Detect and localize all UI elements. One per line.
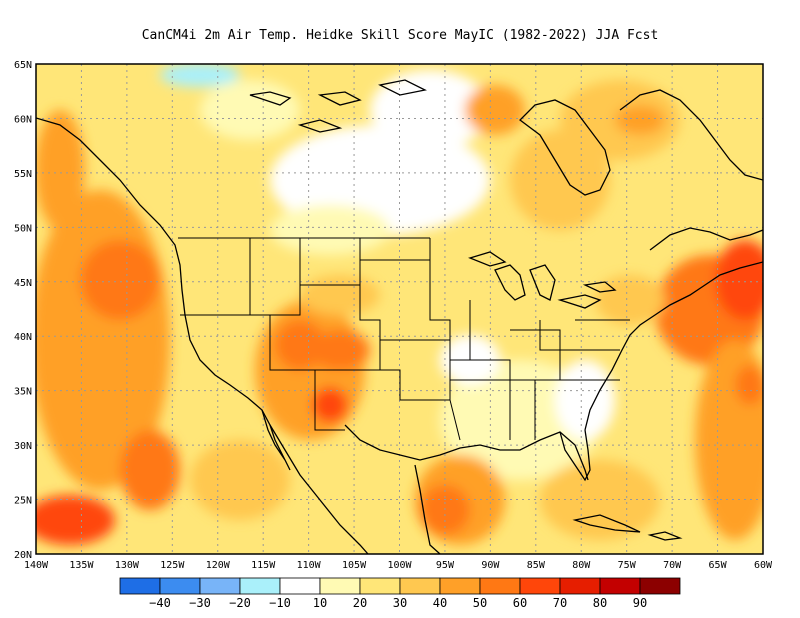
colorbar-swatch xyxy=(439,577,481,595)
latitude-tick-labels: 20N 25N 30N 35N 40N 45N 50N 55N 60N 65N xyxy=(14,60,32,561)
colorbar-label: 70 xyxy=(553,596,567,610)
lon-tick-label: 80W xyxy=(572,560,591,571)
lon-tick-label: 70W xyxy=(663,560,682,571)
longitude-tick-labels: 140W 135W 130W 125W 120W 115W 110W 105W 100W 95W 9… xyxy=(24,560,773,571)
colorbar-label: −30 xyxy=(189,596,211,610)
lon-tick-label: 105W xyxy=(342,560,367,571)
colorbar-swatch xyxy=(479,577,521,595)
lat-tick-label: 25N xyxy=(14,496,32,507)
colorbar-swatch xyxy=(639,577,681,595)
lon-tick-label: 115W xyxy=(251,560,276,571)
colorbar-label: −40 xyxy=(149,596,171,610)
lat-tick-label: 50N xyxy=(14,223,32,234)
colorbar-swatch xyxy=(319,577,361,595)
lat-tick-label: 30N xyxy=(14,441,32,452)
colorbar-label: 10 xyxy=(313,596,327,610)
colorbar-swatch xyxy=(599,577,641,595)
lon-tick-label: 85W xyxy=(527,560,546,571)
lon-tick-label: 120W xyxy=(206,560,231,571)
lon-tick-label: 130W xyxy=(115,560,140,571)
colorbar-label: −20 xyxy=(229,596,251,610)
colorbar-label: 50 xyxy=(473,596,487,610)
colorbar-swatch xyxy=(359,577,401,595)
colorbar: −40 −30 −20 −10 10 20 30 40 50 60 70 80 90 xyxy=(119,577,681,610)
colorbar-swatch xyxy=(519,577,561,595)
colorbar-swatch xyxy=(239,577,281,595)
lon-tick-label: 75W xyxy=(618,560,637,571)
lon-tick-label: 110W xyxy=(297,560,322,571)
colorbar-label: 30 xyxy=(393,596,407,610)
lon-tick-label: 125W xyxy=(160,560,185,571)
lon-tick-label: 90W xyxy=(481,560,500,571)
colorbar-swatch xyxy=(159,577,201,595)
colorbar-swatch xyxy=(559,577,601,595)
coastlines xyxy=(36,79,763,554)
lon-tick-label: 100W xyxy=(387,560,412,571)
lon-tick-label: 95W xyxy=(436,560,455,571)
colorbar-label: 40 xyxy=(433,596,447,610)
lat-tick-label: 20N xyxy=(14,550,32,561)
colorbar-label: 20 xyxy=(353,596,367,610)
colorbar-label: 90 xyxy=(633,596,647,610)
state-borders xyxy=(178,237,630,441)
graticule xyxy=(36,64,763,554)
colorbar-swatch xyxy=(119,577,161,595)
colorbar-swatch xyxy=(279,577,321,595)
colorbar-label: 80 xyxy=(593,596,607,610)
lat-tick-label: 35N xyxy=(14,387,32,398)
colorbar-label: −10 xyxy=(269,596,291,610)
lat-tick-label: 60N xyxy=(14,114,32,125)
plot-frame xyxy=(35,63,764,555)
score-field xyxy=(36,64,763,554)
lat-tick-label: 45N xyxy=(14,278,32,289)
colorbar-swatch xyxy=(399,577,441,595)
lon-tick-label: 140W xyxy=(24,560,49,571)
colorbar-label: 60 xyxy=(513,596,527,610)
lon-tick-label: 135W xyxy=(69,560,94,571)
lat-tick-label: 55N xyxy=(14,169,32,180)
lon-tick-label: 60W xyxy=(754,560,773,571)
lat-tick-label: 40N xyxy=(14,332,32,343)
lon-tick-label: 65W xyxy=(709,560,728,571)
lat-tick-label: 65N xyxy=(14,60,32,71)
map-title: CanCM4i 2m Air Temp. Heidke Skill Score … xyxy=(141,28,659,43)
colorbar-swatch xyxy=(199,577,241,595)
